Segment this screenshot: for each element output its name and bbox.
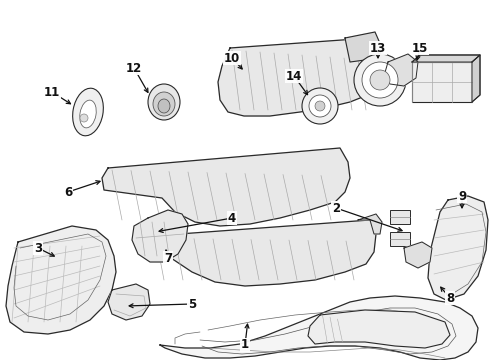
- Circle shape: [315, 101, 325, 111]
- Circle shape: [354, 54, 406, 106]
- Polygon shape: [404, 242, 432, 268]
- Polygon shape: [6, 226, 116, 334]
- Text: 9: 9: [458, 189, 466, 202]
- Ellipse shape: [153, 92, 175, 116]
- Text: 1: 1: [241, 338, 249, 351]
- Text: 13: 13: [370, 41, 386, 54]
- Circle shape: [362, 62, 398, 98]
- Polygon shape: [384, 54, 418, 86]
- Polygon shape: [160, 296, 478, 360]
- Ellipse shape: [148, 84, 180, 120]
- Text: 6: 6: [64, 185, 72, 198]
- Polygon shape: [218, 38, 376, 116]
- Bar: [390, 210, 410, 224]
- Circle shape: [370, 70, 390, 90]
- Polygon shape: [308, 310, 450, 348]
- Bar: [412, 62, 472, 102]
- Ellipse shape: [73, 88, 103, 136]
- Circle shape: [302, 88, 338, 124]
- Circle shape: [80, 114, 88, 122]
- Polygon shape: [345, 32, 382, 62]
- Polygon shape: [132, 210, 188, 262]
- Circle shape: [309, 95, 331, 117]
- Polygon shape: [428, 196, 488, 300]
- Polygon shape: [472, 55, 480, 102]
- Text: 11: 11: [44, 86, 60, 99]
- Text: 2: 2: [332, 202, 340, 215]
- Polygon shape: [412, 55, 480, 62]
- Text: 5: 5: [188, 297, 196, 310]
- Text: 7: 7: [164, 252, 172, 265]
- Text: 10: 10: [224, 51, 240, 64]
- Text: 15: 15: [412, 41, 428, 54]
- Polygon shape: [150, 220, 376, 286]
- Polygon shape: [102, 148, 350, 226]
- Text: 14: 14: [286, 69, 302, 82]
- Ellipse shape: [158, 99, 170, 113]
- Text: 8: 8: [446, 292, 454, 305]
- Bar: [390, 232, 410, 246]
- Text: 12: 12: [126, 62, 142, 75]
- Text: 4: 4: [228, 212, 236, 225]
- Polygon shape: [358, 214, 382, 234]
- Ellipse shape: [80, 100, 96, 128]
- Polygon shape: [108, 284, 150, 320]
- Text: 3: 3: [34, 242, 42, 255]
